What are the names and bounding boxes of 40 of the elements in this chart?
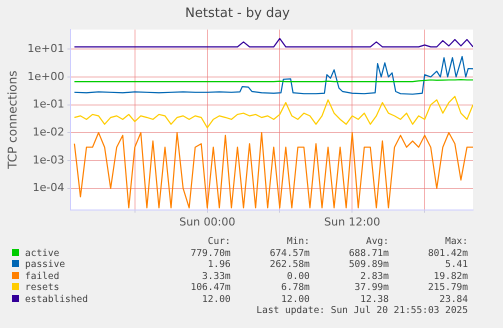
y-tick-label: 1e-03	[32, 153, 64, 166]
chart-title: Netstat - by day	[185, 6, 290, 22]
legend-label: established	[24, 294, 89, 305]
text: 23.84	[438, 294, 469, 305]
x-tick-label: Sun 12:00	[324, 215, 380, 228]
text: Min:	[286, 236, 311, 248]
text: 1.96	[206, 259, 232, 270]
text: 106.47m	[190, 282, 232, 294]
text: Cur:	[206, 236, 232, 248]
text: 674.57m	[268, 248, 311, 259]
legend-label: failed	[24, 270, 60, 282]
text: 688.71m	[348, 248, 390, 259]
text: 12.38	[359, 294, 390, 305]
text: 0.00	[286, 270, 311, 282]
x-tick-label: Sun 00:00	[179, 215, 236, 228]
text: 12.00	[201, 294, 232, 305]
text: 3.33m	[201, 270, 232, 282]
text: 215.79m	[426, 282, 469, 294]
y-tick-label: 1e-02	[32, 126, 64, 139]
text: 12.00	[280, 294, 311, 305]
text: 6.78m	[280, 282, 311, 294]
text: 5.41	[444, 259, 469, 270]
text: Max:	[444, 236, 469, 248]
y-axis-title: TCP connections	[5, 70, 20, 170]
text: 19.82m	[432, 270, 469, 282]
text: 779.70m	[190, 248, 232, 259]
text: Avg:	[364, 236, 390, 248]
text: 2.83m	[359, 270, 390, 282]
text: Last update: Sun Jul 20 21:55:03 2025	[255, 305, 469, 316]
y-tick-label: 1e-01	[32, 98, 64, 111]
y-tick-label: 1e+01	[27, 42, 64, 55]
text: 509.89m	[348, 259, 390, 270]
legend-label: passive	[24, 259, 66, 270]
legend-label: resets	[24, 282, 60, 294]
text: 801.42m	[426, 248, 469, 259]
text: 37.99m	[354, 282, 390, 294]
text: 262.58m	[268, 259, 311, 270]
legend-label: active	[24, 248, 60, 259]
y-tick-label: 1e+00	[27, 70, 64, 83]
y-tick-label: 1e-04	[32, 181, 64, 194]
